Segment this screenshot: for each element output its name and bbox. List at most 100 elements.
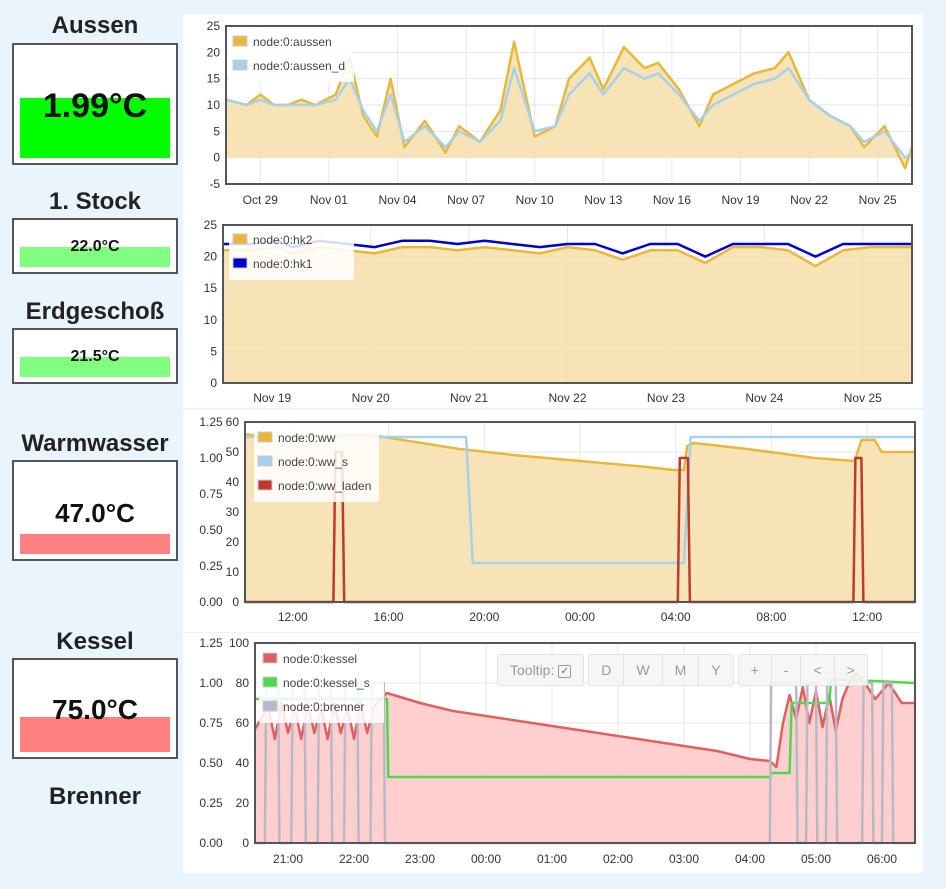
checkbox-checked-icon[interactable]: ✓: [558, 664, 572, 678]
tooltip-label: Tooltip:: [510, 662, 555, 678]
legend-label: node:0:ww_s: [278, 455, 348, 469]
y-tick-label: 5: [213, 124, 220, 138]
y2-tick-label: 1.25: [199, 636, 223, 650]
y-tick-label: 30: [226, 505, 240, 519]
eg-value: 21.5°C: [70, 348, 120, 365]
y-tick-label: 10: [207, 98, 221, 112]
y-tick-label: 60: [226, 415, 240, 429]
chart-heizkreise[interactable]: 25 20 15 10 5 0 Nov 19 Nov 20 Nov 21 Nov 22 Nov 23…: [183, 214, 923, 408]
legend-label: node:0:hk2: [253, 233, 313, 247]
x-tick-label: 12:00: [278, 610, 308, 624]
legend-swatch: [232, 257, 248, 269]
chart-warmwasser-svg[interactable]: 60 50 40 30 20 10 0 1.25 1.00 0.75 0.50 0.25 0.00 12:…: [183, 410, 923, 632]
x-tick-label: Nov 22: [548, 391, 586, 405]
chart-warmwasser[interactable]: 60 50 40 30 20 10 0 1.25 1.00 0.75 0.50 0.25 0.00 12:…: [183, 410, 923, 632]
x-tick-label: 16:00: [374, 610, 404, 624]
x-tick-label: Nov 19: [721, 193, 759, 207]
x-tick-label: Nov 04: [378, 193, 416, 207]
x-tick-label: Nov 22: [790, 193, 828, 207]
legend-swatch: [232, 35, 248, 47]
plot-frame: [225, 25, 913, 185]
x-tick-label: 02:00: [603, 852, 633, 866]
legend-swatch: [257, 431, 273, 443]
y2-tick-label: 1.00: [199, 451, 223, 465]
x-tick-label: Nov 21: [450, 391, 488, 405]
range-year-button[interactable]: Y: [711, 662, 721, 678]
stock-gauge-fill: [20, 247, 170, 267]
legend-box: [229, 226, 354, 280]
range-month-button[interactable]: M: [663, 655, 700, 685]
eg-gauge: 21.5°C: [12, 328, 178, 384]
x-tick-label: 05:00: [801, 852, 831, 866]
y2-tick-label: 0.00: [199, 595, 223, 609]
y-tick-label: 5: [210, 344, 217, 358]
tooltip-toggle[interactable]: Tooltip: ✓: [498, 655, 583, 685]
ww-gauge-fill: [20, 534, 170, 554]
y-tick-label: 10: [204, 313, 218, 327]
ww-value: 47.0°C: [55, 498, 135, 528]
x-tick-label: Nov 25: [859, 193, 897, 207]
x-tick-label: Nov 01: [310, 193, 348, 207]
ww-gauge: 47.0°C: [12, 460, 178, 561]
y-tick-label: 25: [207, 19, 221, 33]
y2-tick-label: 1.25: [199, 415, 223, 429]
chart-heizkreise-svg[interactable]: 25 20 15 10 5 0 Nov 19 Nov 20 Nov 21 Nov 22 Nov 23…: [183, 214, 923, 408]
tooltip-group: Tooltip: ✓: [497, 654, 585, 686]
y-tick-label: -5: [209, 177, 220, 191]
series-area-0: [255, 673, 915, 843]
y2-tick-label: 0.50: [199, 756, 223, 770]
legend-label: node:0:ww_laden: [278, 479, 371, 493]
zoom-in-button[interactable]: +: [739, 655, 772, 685]
range-day-button[interactable]: D: [589, 655, 625, 685]
series-line-1: [225, 66, 913, 159]
x-tick-label: 04:00: [661, 610, 691, 624]
y-tick-label: 80: [236, 676, 250, 690]
series-area-0: [223, 247, 912, 383]
x-tick-label: 00:00: [471, 852, 501, 866]
aussen-value: 1.99°C: [42, 87, 148, 125]
legend-label: node:0:hk1: [253, 257, 313, 271]
x-tick-label: Nov 20: [352, 391, 390, 405]
aussen-title: Aussen: [51, 12, 139, 39]
kessel-gauge: 75.0°C: [12, 658, 178, 759]
x-tick-label: Nov 23: [647, 391, 685, 405]
next-button[interactable]: >: [846, 662, 855, 678]
x-tick-label: Nov 13: [584, 193, 622, 207]
kessel-gauge-fill: [20, 717, 170, 752]
x-tick-label: Nov 25: [844, 391, 882, 405]
y-tick-label: 10: [226, 565, 240, 579]
x-tick-label: 08:00: [756, 610, 786, 624]
y-tick-label: 0: [242, 836, 249, 850]
x-tick-label: 00:00: [565, 610, 595, 624]
eg-title: Erdgeschoß: [25, 298, 165, 325]
y-tick-label: 0: [213, 151, 220, 165]
y-tick-label: 40: [236, 756, 250, 770]
chart-toolbar: Tooltip: ✓ D W M Y + - < >: [497, 654, 868, 686]
x-tick-label: Nov 10: [516, 193, 554, 207]
x-tick-label: Nov 16: [653, 193, 691, 207]
plot-frame: [244, 421, 916, 603]
aussen-gauge: 1.99°C: [12, 43, 178, 165]
x-tick-label: 12:00: [852, 610, 882, 624]
legend-swatch: [232, 233, 248, 245]
y-tick-label: 40: [226, 475, 240, 489]
legend-swatch: [262, 652, 278, 664]
y-tick-label: 0: [232, 595, 239, 609]
series-line-1: [255, 677, 916, 779]
y-tick-label: 15: [204, 281, 218, 295]
x-tick-label: Nov 24: [745, 391, 783, 405]
chart-aussen-svg[interactable]: 25 20 15 10 5 0 -5 Oct 29 Nov 01 Nov 04 Nov 07 Nov …: [183, 14, 923, 214]
zoom-out-button[interactable]: -: [772, 655, 802, 685]
x-tick-label: 21:00: [273, 852, 303, 866]
x-tick-label: 23:00: [405, 852, 435, 866]
series-line-1: [245, 435, 915, 565]
y-tick-label: 50: [226, 445, 240, 459]
prev-button[interactable]: <: [801, 655, 835, 685]
range-week-button[interactable]: W: [624, 655, 663, 685]
y-tick-label: 20: [236, 796, 250, 810]
aussen-gauge-fill: [20, 98, 170, 158]
legend-label: node:0:ww: [278, 431, 336, 445]
chart-aussen[interactable]: 25 20 15 10 5 0 -5 Oct 29 Nov 01 Nov 04 Nov 07 Nov …: [183, 14, 923, 214]
ww-title: Warmwasser: [21, 430, 169, 457]
y2-tick-label: 0.00: [199, 836, 223, 850]
